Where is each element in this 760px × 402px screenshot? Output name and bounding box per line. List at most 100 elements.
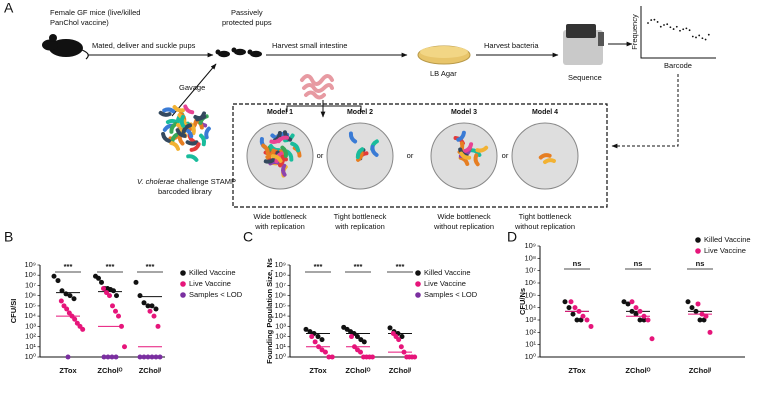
point	[319, 337, 325, 343]
point	[307, 329, 313, 335]
point	[637, 317, 643, 323]
point	[396, 337, 402, 343]
mini-dot	[688, 29, 691, 32]
bacterium	[370, 144, 379, 157]
y-axis-label: CFU/SI	[9, 299, 18, 324]
y-tick-label: 10¹	[25, 342, 36, 351]
point	[110, 303, 115, 309]
bacterium	[265, 148, 276, 160]
point	[149, 303, 155, 309]
mouse	[42, 34, 89, 60]
point	[111, 288, 116, 294]
point	[695, 301, 701, 307]
bacterium	[459, 151, 472, 160]
bacterium	[185, 140, 199, 146]
x-tick-label: ZTox	[568, 366, 586, 375]
legend-label: Killed Vaccine	[189, 268, 236, 277]
mini-dot	[669, 26, 672, 29]
bacterium	[269, 137, 283, 144]
mini-xlabel: Barcode	[664, 61, 692, 70]
x-tick-label: ZTox	[309, 366, 327, 375]
sequencer	[563, 24, 604, 65]
y-tick-label: 10⁶	[275, 291, 286, 300]
y-tick-label: 10⁹	[274, 260, 286, 269]
pup	[234, 48, 246, 56]
point	[145, 303, 151, 309]
point	[641, 317, 647, 323]
mini-dot	[704, 38, 707, 41]
mini-dot	[666, 23, 669, 26]
y-tick-label: 10⁴	[24, 311, 36, 320]
bacterium	[263, 156, 277, 164]
bacterium	[169, 121, 178, 134]
mouse-tail	[81, 49, 89, 60]
legend-marker	[180, 270, 186, 276]
model-name: Model 2	[347, 109, 373, 116]
legend-marker	[695, 237, 701, 243]
y-tick-label: 10¹	[275, 342, 286, 351]
mouse-head	[42, 39, 58, 51]
bacterium	[193, 114, 207, 121]
legend-marker	[180, 281, 186, 287]
point	[137, 293, 143, 299]
legend-label: Samples < LOD	[189, 290, 243, 299]
bacterium	[183, 104, 195, 115]
significance: ns	[573, 259, 582, 268]
point	[116, 313, 121, 319]
y-tick-label: 10⁸	[524, 253, 536, 262]
point	[326, 354, 332, 360]
x-tick-label: ZCholᴵ	[689, 366, 712, 375]
bacterium	[473, 153, 480, 167]
mini-dot	[707, 33, 710, 36]
point	[65, 354, 71, 360]
point	[578, 317, 584, 323]
significance: ***	[64, 262, 73, 271]
y-tick-label: 10⁸	[274, 270, 286, 279]
y-tick-label: 10²	[525, 327, 536, 336]
mini-dot	[663, 24, 665, 26]
point	[633, 311, 639, 317]
bacterium	[281, 163, 287, 177]
bacterium	[355, 147, 365, 160]
point	[137, 354, 143, 360]
point	[361, 339, 367, 345]
bracket	[286, 100, 362, 112]
point	[322, 349, 328, 355]
point	[358, 349, 363, 355]
bacterium	[475, 145, 489, 153]
bacterium	[290, 141, 301, 153]
bacterium	[261, 143, 270, 156]
sequence-label: Sequence	[568, 73, 602, 82]
y-tick-label: 10⁹	[24, 260, 36, 269]
x-tick-label: ZCholᴵ	[389, 366, 412, 375]
pups	[215, 47, 262, 58]
mice-label: Female GF mice (live/killed	[50, 8, 140, 17]
models-box	[232, 103, 608, 208]
sequencer-body	[563, 30, 603, 65]
mini-ylabel: Frequency	[630, 14, 639, 50]
bacterium	[538, 153, 552, 160]
point	[633, 305, 639, 311]
point	[399, 334, 405, 340]
bacterium	[543, 158, 556, 165]
species: V. cholerae	[137, 177, 174, 186]
bacterium	[356, 149, 364, 162]
y-tick-label: 10⁰	[525, 352, 536, 361]
y-tick-label: 10⁰	[275, 352, 286, 361]
y-tick-label: 10⁷	[525, 266, 536, 275]
bacterium	[161, 132, 171, 143]
arrow	[171, 63, 217, 117]
mini-dot	[650, 19, 653, 21]
bacterium	[169, 140, 181, 151]
charts: BCFU/SI10⁰10¹10²10³10⁴10⁵10⁶10⁷10⁸10⁹ZTo…	[4, 229, 751, 375]
point	[67, 293, 73, 299]
bacterium	[181, 123, 193, 134]
y-tick-label: 10⁵	[525, 290, 536, 299]
bacterium	[179, 114, 186, 128]
point	[697, 317, 703, 323]
model-name: Model 4	[532, 109, 558, 116]
mini-dot	[682, 28, 685, 31]
point	[107, 293, 112, 299]
or-label: or	[317, 151, 324, 160]
intestine	[300, 74, 334, 100]
